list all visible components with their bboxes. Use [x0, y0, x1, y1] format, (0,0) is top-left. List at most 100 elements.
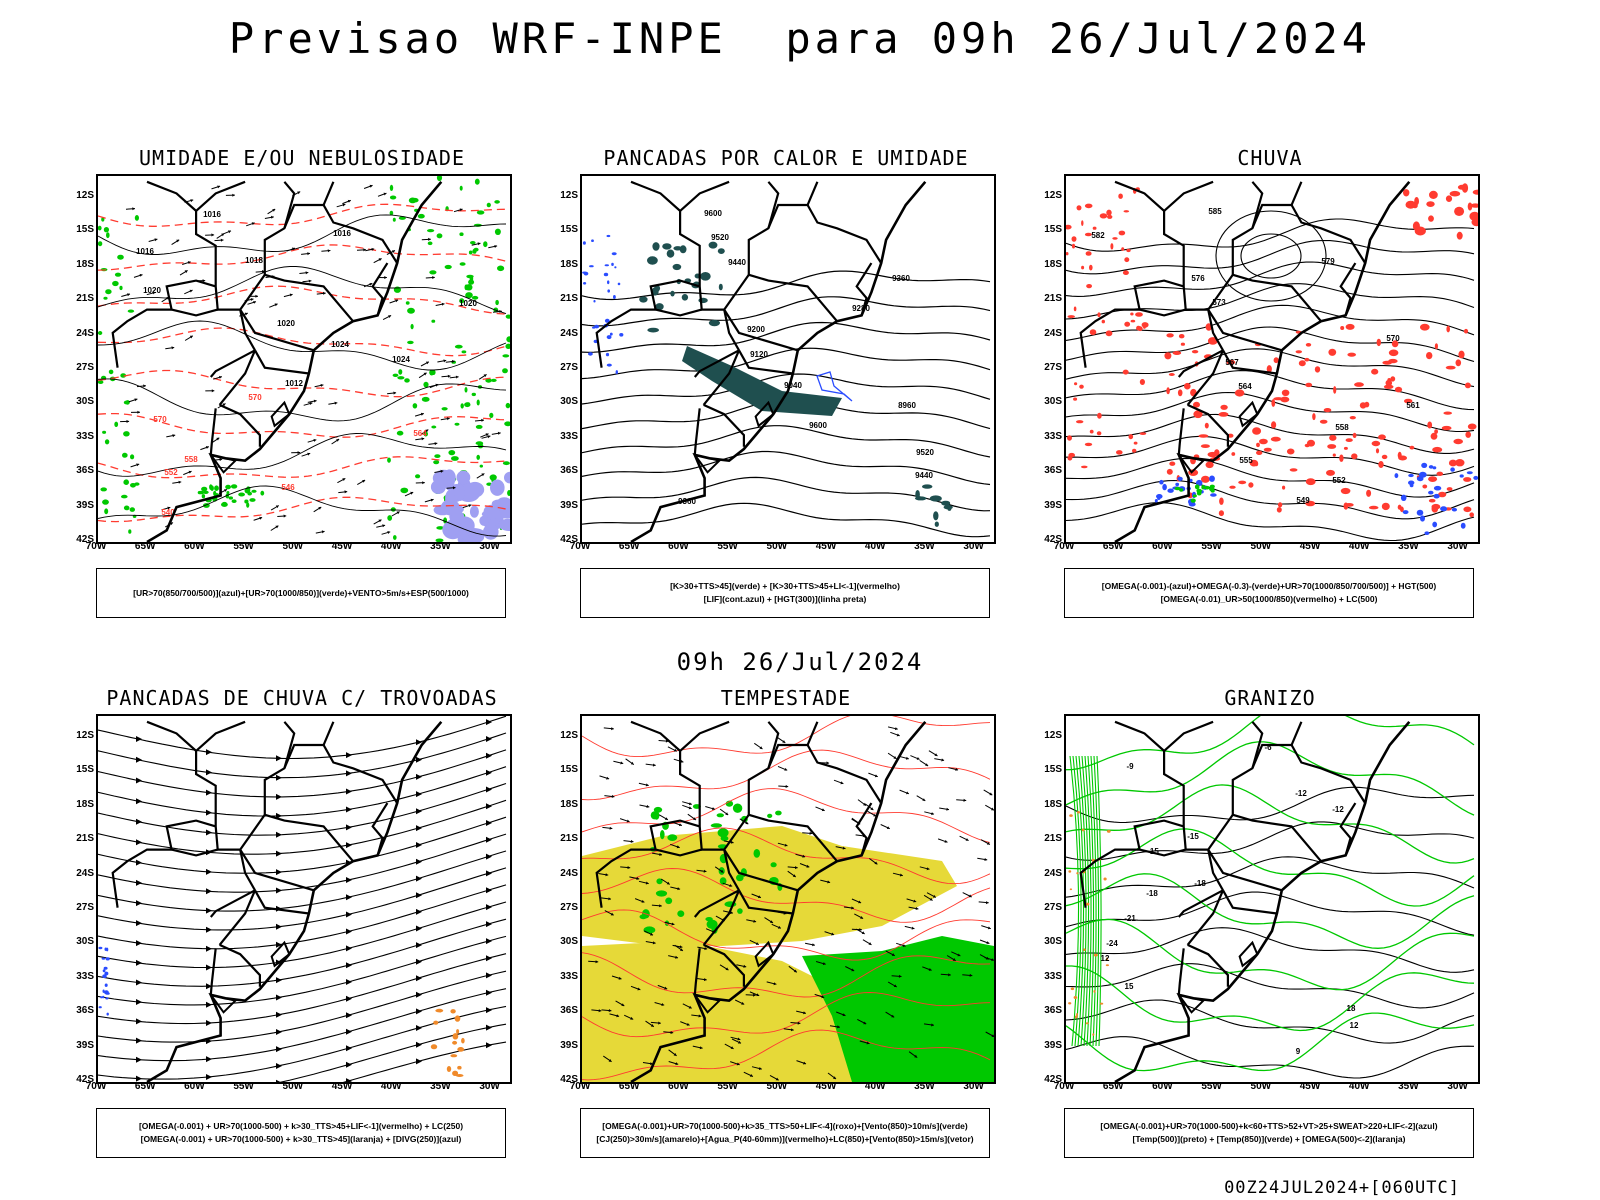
wind-vector-head [957, 953, 961, 957]
streamline-850 [582, 909, 991, 961]
contour-label: 9600 [704, 209, 722, 218]
orange-omega-area [1073, 996, 1078, 999]
red-rain-area [1193, 410, 1203, 419]
red-rain-area [1066, 224, 1072, 230]
contour-label: 576 [1191, 274, 1205, 283]
border-line [263, 203, 324, 275]
wind-vector-head [671, 922, 675, 926]
lat-label: 24S [1044, 327, 1062, 339]
green-humidity-area [244, 499, 249, 504]
wind-vector-head [392, 250, 395, 253]
green-humidity-area [502, 461, 510, 466]
lon-label: 60W [1152, 1081, 1173, 1092]
border-line [738, 349, 794, 375]
wind-vector-head [221, 233, 225, 237]
streamline-arrow [486, 904, 492, 911]
lif-contour-area [605, 352, 610, 357]
red-rain-area [1414, 226, 1426, 236]
red-rain-area [1453, 438, 1463, 445]
red-rain-area [1218, 412, 1229, 417]
blue-omega-area [1189, 478, 1193, 483]
streamline [98, 867, 507, 931]
green-humidity-area [474, 178, 480, 185]
green-humidity-area [475, 441, 484, 446]
border-line [649, 279, 702, 317]
green-humidity-area [471, 295, 479, 300]
wind-vector-head [378, 258, 382, 262]
green-humidity-area [490, 378, 497, 382]
lon-label: 55W [717, 541, 738, 552]
border-line [1114, 180, 1224, 351]
lon-label: 30W [479, 1081, 500, 1092]
wind-vector-head [383, 192, 387, 196]
border-line [146, 720, 256, 891]
border-line [693, 948, 701, 995]
streamline-arrow [486, 921, 492, 928]
border-line [1251, 181, 1264, 229]
green-humidity-area [102, 499, 109, 505]
wind-vector-head [307, 452, 311, 456]
height-contour [582, 296, 991, 327]
wind-vector-head [608, 1009, 612, 1013]
red-rain-area [1298, 360, 1306, 367]
green-humidity-area [117, 254, 124, 260]
red-rain-area [1467, 202, 1473, 211]
wind-vector-head [703, 869, 707, 873]
border-line [1187, 943, 1229, 987]
red-rain-area [1448, 459, 1458, 467]
wind-vector-head [840, 781, 844, 785]
red-rain-area [1122, 369, 1129, 375]
teal-instability-area [922, 484, 933, 489]
red-rain-area [1172, 351, 1182, 355]
green-humidity-area [405, 301, 410, 305]
panel-5-title: TEMPESTADE [720, 686, 852, 710]
wind-vector-head [736, 1062, 740, 1066]
red-rain-area [1229, 485, 1236, 489]
wind-vector-head [664, 817, 668, 820]
border-line [1207, 273, 1322, 322]
red-rain-area [1126, 248, 1131, 253]
temp850-contour [1090, 755, 1097, 1047]
streamline-arrow [136, 979, 142, 986]
blue-omega-area [1451, 507, 1457, 512]
lon-label: 50W [282, 1081, 304, 1092]
height-contour [1066, 348, 1475, 388]
estuary-outline [208, 453, 238, 474]
orange-omega-area [1092, 1033, 1095, 1036]
red-rain-area [1431, 505, 1439, 513]
wind-vector-head [421, 437, 425, 441]
green-humidity-area [506, 336, 510, 343]
green-humidity-area [441, 407, 448, 411]
red-rain-area [1066, 252, 1069, 256]
panel-3-map: 585 582 579 576 573 570 567 564 561 558 555 552 549 [1064, 174, 1480, 544]
wind-vector-head [985, 901, 989, 905]
lon-label: 70W [85, 541, 107, 552]
panel-4-legend: [OMEGA(-0.001) + UR>70(1000-500) + k>30_… [96, 1108, 506, 1158]
wind-vector-head [645, 881, 649, 885]
streamline-arrow [486, 955, 492, 962]
lif-contour-area [606, 234, 611, 238]
green-humidity-area [431, 425, 437, 429]
lon-label: 70W [569, 1081, 591, 1092]
thickness-contour [98, 496, 507, 523]
wind-vector-head [925, 763, 929, 766]
wind-vector-head [797, 1021, 801, 1025]
streamline-arrow [136, 839, 142, 846]
green-humidity-area [497, 265, 505, 272]
red-rain-area [1445, 195, 1453, 202]
wind-vector-head [911, 926, 915, 930]
lon-label: 30W [963, 1081, 984, 1092]
streamline-arrow [486, 786, 492, 793]
wind-vector-head [447, 374, 451, 378]
red-rain-area [1201, 475, 1210, 483]
temp500-contour [1066, 891, 1475, 936]
wind-vector-head [646, 804, 650, 808]
wind-vector-head [863, 1021, 867, 1025]
streamline-arrow [416, 739, 422, 746]
green-humidity-area [404, 378, 410, 383]
green-humidity-area [103, 227, 109, 233]
border-line [218, 349, 257, 406]
streamline-arrow [206, 749, 212, 756]
wind-vector-head [860, 916, 864, 919]
orange-instability-area [430, 1044, 438, 1050]
